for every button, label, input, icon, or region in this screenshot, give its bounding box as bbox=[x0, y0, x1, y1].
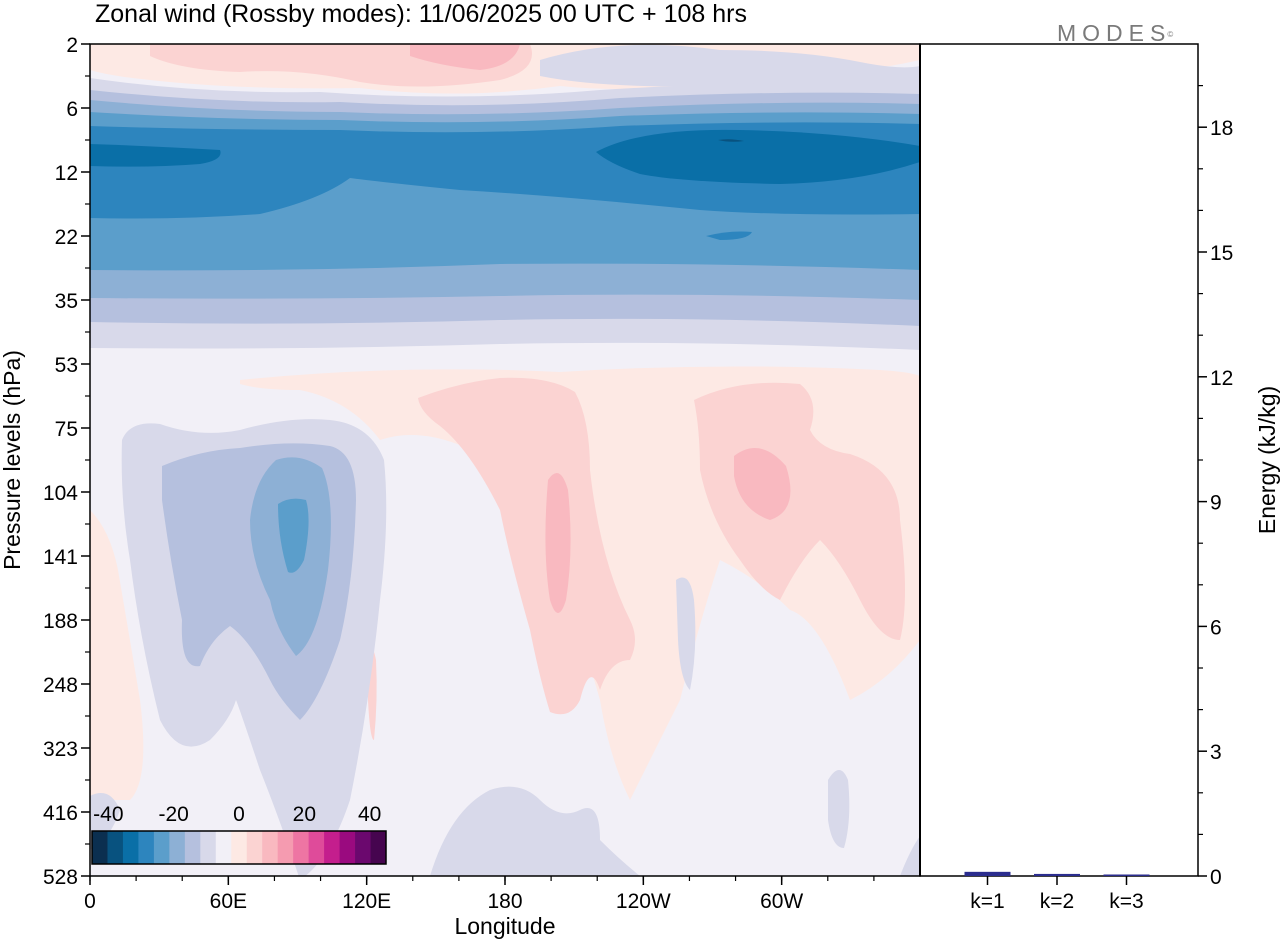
energy-tick-label: 15 bbox=[1210, 242, 1233, 265]
energy-bars: k=1 k=2 k=3 bbox=[964, 871, 1150, 913]
contour-upper-max bbox=[410, 44, 520, 70]
colorbar-swatch bbox=[215, 831, 232, 864]
x-tick-label: 60E bbox=[210, 890, 247, 913]
y-tick-label: 323 bbox=[43, 738, 78, 761]
y-tick-label: 6 bbox=[66, 98, 78, 121]
energy-tick-label: 9 bbox=[1210, 492, 1222, 515]
y-axis-title: Pressure levels (hPa) bbox=[0, 350, 25, 570]
y-tick-label: 35 bbox=[55, 290, 78, 313]
colorbar-label: -20 bbox=[158, 803, 188, 826]
colorbar-swatch bbox=[169, 831, 186, 864]
contour-negative-bottom bbox=[430, 786, 640, 876]
contour-jet-strip bbox=[706, 231, 752, 240]
contour-negative-pocket-2 bbox=[828, 770, 850, 848]
heatmap-axes: 2 6 12 22 35 53 75 104 141 188 248 323 416 528 0 60E 120… bbox=[43, 34, 875, 913]
x-tick-label: 180 bbox=[487, 890, 522, 913]
contour-positive-west-level-2 bbox=[545, 472, 571, 613]
y-tick-label: 416 bbox=[43, 802, 78, 825]
colorbar-swatch bbox=[339, 831, 356, 864]
colorbar-swatch bbox=[293, 831, 310, 864]
contour-jet-level-6 bbox=[90, 144, 221, 167]
energy-tick-label: 3 bbox=[1210, 741, 1222, 764]
contour-negative-pocket-1 bbox=[676, 577, 696, 690]
contour-negative-level-4 bbox=[278, 498, 309, 573]
energy-tick-label: 6 bbox=[1210, 616, 1222, 639]
colorbar-swatch bbox=[153, 831, 170, 864]
colorbar-swatch bbox=[200, 831, 217, 864]
energy-tick-label: 0 bbox=[1210, 866, 1222, 889]
y-tick-label: 188 bbox=[43, 610, 78, 633]
chart-title: Zonal wind (Rossby modes): 11/06/2025 00… bbox=[95, 0, 747, 28]
colorbar-swatch bbox=[262, 831, 279, 864]
contour-jet-level-6-east bbox=[596, 129, 920, 184]
colorbar-swatch bbox=[107, 831, 124, 864]
energy-bar bbox=[1103, 874, 1150, 876]
energy-panel-frame bbox=[919, 43, 1199, 877]
heatmap-plot bbox=[90, 44, 920, 876]
x-axis-title: Longitude bbox=[454, 913, 555, 939]
contour-positive-east-level-1 bbox=[694, 382, 905, 640]
colorbar-label: 0 bbox=[233, 803, 245, 826]
energy-bar bbox=[964, 871, 1011, 876]
colorbar-swatch bbox=[324, 831, 340, 864]
colorbar-swatch bbox=[138, 831, 155, 864]
y-tick-label: 2 bbox=[66, 34, 78, 57]
x-tick-label: 120E bbox=[342, 890, 391, 913]
colorbar-label: 20 bbox=[293, 803, 316, 826]
y-tick-label: 75 bbox=[55, 418, 78, 441]
y-tick-label: 528 bbox=[43, 866, 78, 889]
energy-category-label: k=3 bbox=[1109, 890, 1143, 913]
contour-jet-core bbox=[718, 139, 744, 142]
energy-bar bbox=[1034, 873, 1080, 876]
x-tick-label: 0 bbox=[84, 890, 96, 913]
colorbar-label: 40 bbox=[358, 803, 381, 826]
y-tick-label: 104 bbox=[43, 482, 78, 505]
contour-negative-corner bbox=[900, 836, 920, 876]
x-tick-label: 60W bbox=[760, 890, 803, 913]
contour-positive-east-level-2 bbox=[734, 448, 791, 520]
energy-category-label: k=1 bbox=[970, 890, 1004, 913]
colorbar-label: -40 bbox=[93, 803, 123, 826]
energy-axis-title: Energy (kJ/kg) bbox=[1254, 386, 1280, 534]
colorbar-swatch bbox=[246, 831, 263, 864]
contour-positive-west-level-1 bbox=[418, 377, 635, 715]
colorbar-swatch bbox=[184, 831, 201, 864]
colorbar-swatch bbox=[122, 831, 139, 864]
colorbar-swatch bbox=[370, 831, 387, 864]
contour-positive-left-edge bbox=[90, 510, 144, 800]
contour-upper-negative-patch bbox=[540, 44, 920, 88]
colorbar: -40 -20 0 20 40 bbox=[91, 803, 387, 865]
energy-tick-label: 12 bbox=[1210, 367, 1233, 390]
colorbar-swatch bbox=[277, 831, 294, 864]
y-tick-label: 12 bbox=[55, 162, 78, 185]
energy-category-label: k=2 bbox=[1040, 890, 1074, 913]
colorbar-swatch bbox=[355, 831, 371, 864]
modes-logo: MODES© bbox=[1057, 20, 1174, 46]
y-tick-label: 22 bbox=[55, 226, 78, 249]
colorbar-swatch bbox=[231, 831, 248, 864]
y-tick-label: 141 bbox=[43, 546, 78, 569]
energy-axes: 0 3 6 9 12 15 18 bbox=[1198, 84, 1233, 889]
colorbar-frame bbox=[91, 830, 387, 865]
colorbar-swatch bbox=[92, 831, 108, 864]
y-tick-label: 248 bbox=[43, 674, 78, 697]
y-tick-label: 53 bbox=[55, 354, 78, 377]
energy-tick-label: 18 bbox=[1210, 117, 1233, 140]
colorbar-swatch bbox=[308, 831, 325, 864]
x-tick-label: 120W bbox=[616, 890, 671, 913]
